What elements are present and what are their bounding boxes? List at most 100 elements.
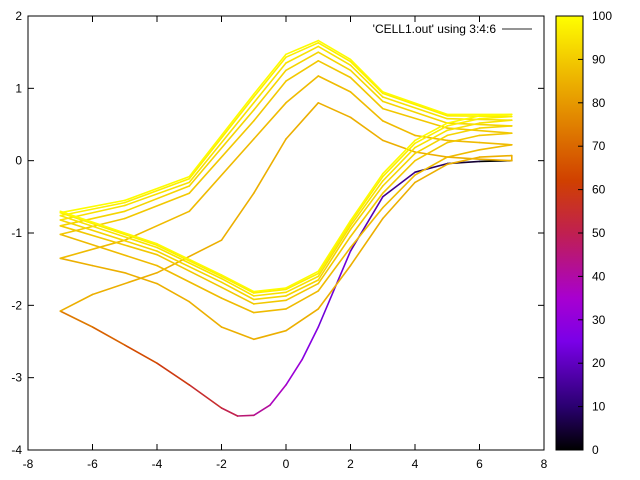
cycle-8-segment: [381, 91, 449, 116]
colorbar-ticks: 0 10 20 30 40 50 60 70 80 90 100: [578, 9, 612, 457]
x-tick-label: -6: [87, 457, 98, 471]
y-axis-ticks: -4 -3 -2 -1 0 1 2: [11, 9, 544, 457]
cv-curves: [59, 39, 513, 417]
cycle-4-segment: [349, 76, 384, 110]
cycle-6-segment: [285, 45, 320, 64]
cycle-8-segment: [349, 172, 384, 222]
cycle-5-segment: [220, 281, 255, 301]
cycle-2-segment: [317, 264, 352, 310]
cycle-7-segment: [285, 272, 320, 291]
colorbar-tick-label: 10: [592, 400, 606, 414]
cycle-2-segment: [220, 326, 255, 341]
cycle-2-segment: [414, 163, 449, 184]
cycle-3-segment: [349, 206, 384, 249]
colorbar-tick-label: 0: [592, 443, 599, 457]
cycle-6-segment: [253, 291, 287, 297]
cycle-6-segment: [414, 129, 449, 149]
cycle-3-segment: [381, 174, 416, 209]
cycle-7-segment: [59, 201, 126, 217]
cycle-5-segment: [381, 100, 449, 124]
cycle-4-segment: [381, 107, 449, 129]
cycle-1-segment: [253, 404, 271, 417]
cycle-1-segment: [381, 171, 416, 198]
cycle-4-segment: [59, 225, 158, 256]
cycle-7-segment: [285, 41, 320, 59]
x-tick-label: 2: [347, 457, 354, 471]
cycle-4-segment: [253, 80, 287, 122]
cycle-2-segment: [317, 102, 352, 119]
cycle-8-segment: [220, 274, 255, 293]
cycle-4-segment: [317, 235, 352, 285]
cycle-2-segment: [220, 192, 255, 241]
cycle-5-segment: [317, 51, 352, 72]
cycle-1-segment: [220, 407, 239, 417]
cycle-6-segment: [381, 146, 416, 182]
cycle-6-segment: [59, 214, 158, 249]
cycle-5-segment: [253, 69, 287, 111]
cycle-6-segment: [188, 102, 255, 184]
y-tick-label: -1: [11, 226, 22, 240]
cycle-1-segment: [285, 358, 303, 386]
cycle-1-segment: [236, 414, 255, 417]
cycle-2-segment: [349, 217, 384, 267]
cycle-4-segment: [220, 286, 255, 305]
colorbar-tick-label: 70: [592, 139, 606, 153]
y-tick-label: 1: [15, 81, 22, 95]
cycle-7-segment: [220, 275, 255, 294]
colorbar-tick-label: 60: [592, 183, 606, 197]
cycle-7-segment: [253, 56, 287, 98]
cycle-1-segment: [156, 362, 191, 386]
cycle-6-segment: [317, 225, 352, 278]
colorbar-tick-label: 20: [592, 356, 606, 370]
cycle-4-segment: [253, 299, 287, 305]
cycle-8-segment: [253, 53, 287, 95]
colorbar-tick-label: 50: [592, 226, 606, 240]
colorbar-tick-label: 100: [592, 9, 612, 23]
cycle-7-segment: [478, 115, 513, 120]
cycle-5-segment: [188, 109, 255, 187]
cycle-3-segment: [156, 264, 223, 299]
y-tick-label: 2: [15, 9, 22, 23]
cycle-5-segment: [414, 134, 449, 155]
y-tick-label: -3: [11, 371, 22, 385]
colorbar-tick-label: 80: [592, 96, 606, 110]
cycle-8-segment: [285, 39, 320, 56]
cycle-5-segment: [285, 279, 320, 297]
cycle-4-segment: [317, 59, 352, 79]
cycle-7-segment: [253, 288, 287, 294]
cycle-4-segment: [478, 132, 513, 137]
cycle-3-segment: [317, 246, 352, 292]
cycle-3-segment: [478, 144, 513, 151]
cycle-2-segment: [478, 158, 513, 162]
cycle-5-segment: [446, 127, 481, 137]
cycle-2-segment: [414, 151, 449, 158]
cycle-5-segment: [124, 185, 191, 213]
cycle-5-segment: [349, 185, 384, 231]
cycle-2-segment: [446, 156, 481, 166]
cycle-8-segment: [478, 113, 513, 117]
cycle-7-segment: [381, 92, 449, 117]
cycle-5-segment: [59, 219, 158, 252]
cycle-4-segment: [414, 141, 449, 162]
cycle-3-segment: [253, 102, 287, 140]
cycle-6-segment: [253, 62, 287, 104]
cycle-7-segment: [317, 222, 352, 275]
cycle-5-segment: [317, 228, 352, 281]
cycle-3-segment: [188, 138, 255, 213]
cycle-6-segment: [124, 181, 191, 207]
cycle-3-segment: [59, 239, 126, 260]
cycle-2-segment: [156, 239, 223, 274]
y-tick-label: 0: [15, 154, 22, 168]
cycle-8-segment: [414, 122, 449, 142]
cycle-1-segment: [414, 162, 449, 173]
cycle-2-segment: [253, 138, 287, 194]
cycle-6-segment: [349, 64, 384, 98]
cycle-3-segment: [446, 149, 481, 158]
cycle-6-segment: [446, 122, 481, 132]
cycle-3-segment: [124, 210, 191, 241]
cycle-5-segment: [285, 51, 320, 72]
x-tick-label: -8: [23, 457, 34, 471]
cycle-6-segment: [317, 45, 352, 66]
cycle-3-segment: [285, 290, 320, 310]
